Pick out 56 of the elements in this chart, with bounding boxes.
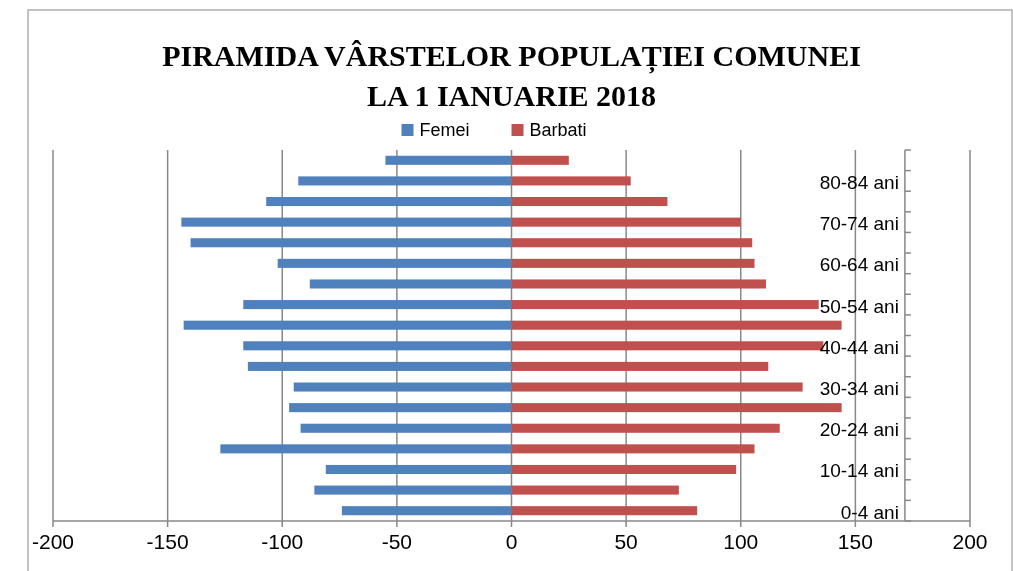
- bar: [385, 155, 512, 165]
- bar: [511, 506, 698, 516]
- y-tick-label: 0-4 ani: [840, 501, 899, 523]
- y-tick-label: 50-54 ani: [819, 295, 899, 317]
- legend-label: Barbati: [529, 120, 587, 140]
- bar: [181, 217, 512, 227]
- bar: [266, 196, 512, 207]
- bar: [277, 258, 512, 268]
- bar: [243, 300, 512, 310]
- x-tick-label: 0: [505, 530, 518, 553]
- bar: [511, 176, 631, 186]
- bar: [293, 382, 512, 392]
- y-tick-label: 10-14 ani: [819, 460, 899, 482]
- x-tick-label: -200: [31, 530, 75, 553]
- chart-title: PIRAMIDA VÂRSTELOR POPULAȚIEI COMUNEI LA 1 IANUARIE 2018: [162, 39, 861, 112]
- bar: [183, 320, 512, 330]
- x-tick-label: 50: [614, 530, 638, 553]
- y-tick-label: 40-44 ani: [819, 336, 899, 358]
- bar: [300, 423, 512, 433]
- bar: [511, 423, 780, 433]
- bar: [511, 300, 819, 310]
- x-tick-label: -100: [261, 530, 304, 553]
- y-tick-label: 80-84 ani: [819, 171, 899, 193]
- bar: [511, 485, 679, 495]
- bar: [511, 196, 668, 207]
- bar: [298, 176, 512, 186]
- x-tick-label: -50: [381, 530, 413, 553]
- bar: [341, 506, 512, 516]
- x-tick-label: 100: [723, 530, 759, 553]
- bar: [511, 403, 842, 413]
- legend-label: Femei: [419, 120, 470, 140]
- x-tick-label: 200: [952, 530, 988, 553]
- y-tick-label: 30-34 ani: [819, 378, 899, 400]
- bar: [247, 361, 512, 371]
- bar: [220, 444, 512, 454]
- bar: [243, 341, 512, 351]
- bar: [511, 238, 753, 248]
- bar: [325, 464, 512, 475]
- bar: [511, 258, 755, 268]
- y-tick-label: 70-74 ani: [819, 213, 899, 235]
- bar: [309, 279, 512, 289]
- bar: [190, 238, 512, 248]
- y-tick-label: 60-64 ani: [819, 254, 899, 276]
- bar: [511, 279, 766, 289]
- y-tick-label: 20-24 ani: [819, 419, 899, 441]
- bar: [511, 464, 737, 475]
- x-tick-label: -150: [146, 530, 189, 553]
- bar: [314, 485, 512, 495]
- bar: [511, 382, 803, 392]
- bar: [511, 217, 741, 227]
- bar: [289, 403, 512, 413]
- bar: [511, 155, 569, 165]
- bar: [511, 320, 842, 330]
- bar: [511, 361, 769, 371]
- bar: [511, 444, 755, 454]
- x-tick-label: 150: [837, 530, 873, 553]
